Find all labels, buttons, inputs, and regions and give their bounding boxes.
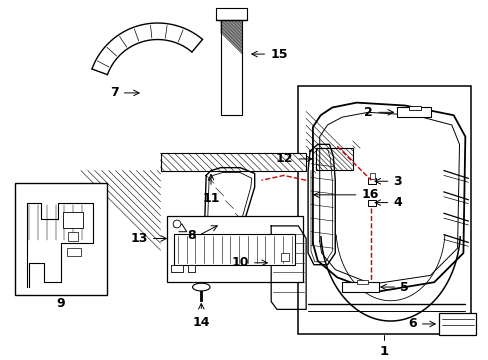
Ellipse shape <box>192 283 210 291</box>
Text: 6: 6 <box>407 318 416 330</box>
Text: 4: 4 <box>393 196 402 209</box>
Bar <box>280 253 288 261</box>
Bar <box>438 313 475 335</box>
Text: 10: 10 <box>231 256 248 269</box>
Bar <box>68 232 78 242</box>
Bar <box>15 183 107 295</box>
Text: 11: 11 <box>202 192 219 205</box>
Text: 8: 8 <box>186 229 195 242</box>
Text: 16: 16 <box>361 188 378 201</box>
Ellipse shape <box>173 220 181 228</box>
Bar <box>298 86 470 334</box>
Text: 15: 15 <box>270 48 287 60</box>
Text: 3: 3 <box>393 175 401 188</box>
Bar <box>215 9 246 20</box>
Bar <box>342 282 378 292</box>
Bar <box>397 108 430 117</box>
Bar <box>356 280 367 284</box>
Text: 9: 9 <box>56 297 65 310</box>
Text: 5: 5 <box>400 280 408 293</box>
Bar <box>369 174 374 179</box>
Text: 14: 14 <box>192 316 210 329</box>
Text: 7: 7 <box>110 86 119 99</box>
Bar <box>408 105 420 111</box>
Text: 12: 12 <box>275 152 293 166</box>
Bar <box>220 18 242 115</box>
Bar <box>63 212 82 228</box>
Text: 2: 2 <box>364 106 372 119</box>
Text: 13: 13 <box>130 232 147 245</box>
Text: 1: 1 <box>379 345 387 358</box>
Bar <box>315 148 352 170</box>
Bar <box>174 234 295 265</box>
Bar <box>171 265 183 273</box>
Bar <box>67 248 81 256</box>
Bar <box>160 153 305 171</box>
Bar <box>367 178 375 184</box>
Bar <box>187 265 195 273</box>
Bar <box>367 200 375 206</box>
Bar <box>167 216 303 282</box>
